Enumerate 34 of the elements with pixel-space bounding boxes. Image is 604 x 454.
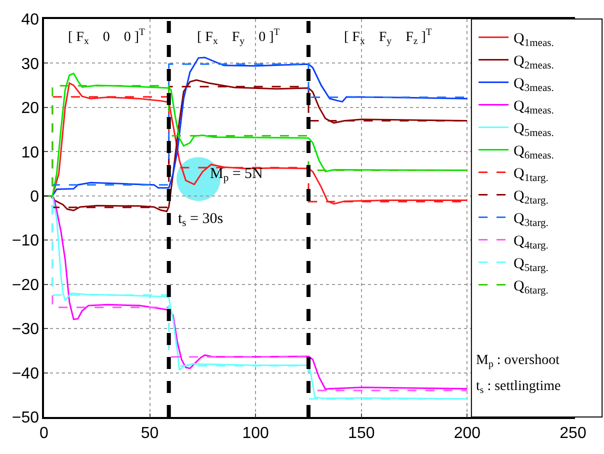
x-tick-label: 50 (140, 424, 159, 442)
legend-label: Q$_{4meas.}$ (514, 98, 554, 117)
legend-label: Q$_{4targ.}$ (514, 234, 548, 252)
y-tick-label: 0 (30, 188, 40, 206)
legend-label: Q$_{1meas.}$ (514, 31, 554, 50)
legend-label: Q$_{3meas.}$ (514, 76, 554, 94)
y-tick-label: 20 (21, 100, 40, 118)
legend-label: Q$_{1targ.}$ (514, 166, 548, 184)
text: [ F$_{x}$ F$_{y}$ F$_{z}$ ]$^{T}$ (344, 27, 432, 47)
text: [ F$_{x}$ 0 0 ]$^{T}$ (68, 27, 146, 47)
x-tick-label: 200 (454, 424, 481, 442)
x-tick-label: 150 (348, 424, 375, 442)
annotation: M$_{p}$ : overshoot (476, 353, 560, 370)
y-tick-label: 40 (21, 12, 40, 29)
legend-label: Q$_{5targ.}$ (514, 256, 548, 274)
legend-label: Q$_{5meas.}$ (514, 121, 554, 140)
y-tick-label: 10 (21, 144, 40, 162)
y-tick-label: −20 (12, 276, 40, 294)
y-tick-label: −40 (12, 365, 40, 382)
annotation: M$_{p}$ = 5N (210, 166, 264, 184)
y-tick-label: −50 (12, 410, 40, 427)
annotation: t$_{s}$ : settlingtime (476, 379, 561, 396)
y-tick-label: 30 (21, 56, 40, 73)
y-tick-label: −30 (12, 321, 40, 338)
legend-label: Q$_{2targ.}$ (514, 188, 548, 207)
legend-label: Q$_{6targ.}$ (514, 278, 548, 297)
annotation: t$_{s}$ = 30s (178, 211, 224, 230)
y-tick-label: −10 (12, 232, 40, 250)
x-tick-label: 250 (560, 424, 586, 442)
legend-label: Q$_{2meas.}$ (514, 54, 554, 72)
text: [ F$_{x}$ F$_{y}$ 0 ]$^{T}$ (197, 27, 280, 47)
legend-label: Q$_{6meas.}$ (514, 144, 554, 162)
x-tick-label: 100 (242, 424, 270, 442)
legend-label: Q$_{3targ.}$ (514, 211, 548, 230)
